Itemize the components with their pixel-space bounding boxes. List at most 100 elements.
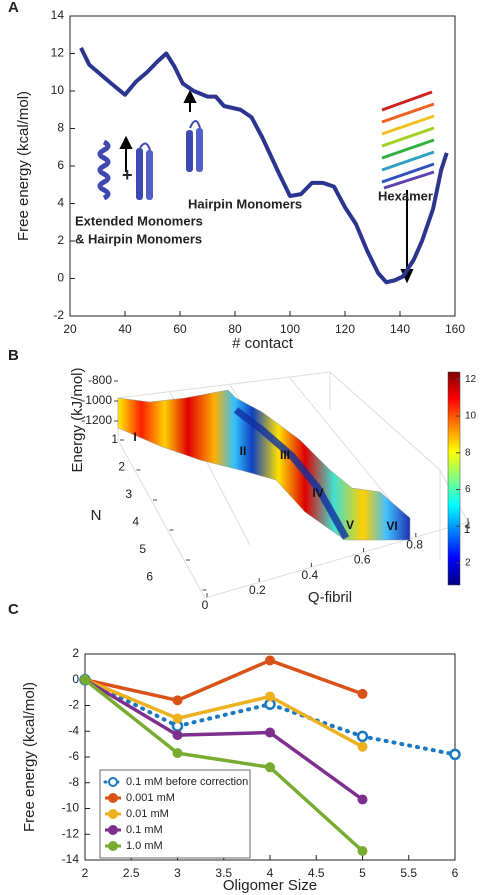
x-tick-label: 2 [82,866,89,880]
y-tick-label: 0 [57,271,64,285]
colorbar [447,371,461,586]
colorbar-tick-label: 4 [465,521,471,532]
legend-label: 0.1 mM [126,824,163,836]
series-line [84,678,364,749]
annotation: Hexamer [378,188,433,203]
n-axis-label: N [91,507,102,524]
x-tick-label: 6 [452,866,459,880]
data-point [357,845,368,856]
x-tick-label: 60 [173,322,187,336]
region-label: IV [312,486,323,500]
legend-label: 0.1 mM before correction [126,776,248,788]
q-tick-label: 0.4 [301,568,318,582]
annotation: & Hairpin Monomers [75,231,202,246]
y-tick-label: -4 [68,723,79,737]
y-tick-label: -8 [68,775,79,789]
colorbar-tick-label: 2 [465,558,471,569]
legend-label: 1.0 mM [126,840,163,852]
arrows [119,89,414,284]
hexamer-icon [381,90,435,190]
x-tick-label: 120 [335,322,355,336]
y-axis-label: Free energy (kcal/mol) [15,91,32,241]
region-label: II [240,444,247,458]
legend-marker [108,793,118,803]
x-tick-label: 4.5 [308,866,325,880]
n-tick-label: 5 [139,542,146,556]
annotation: Extended Monomers [75,213,203,228]
region-label: I [133,430,136,444]
data-point [172,730,183,741]
annotation: + [122,165,133,185]
y-tick-label: 14 [51,8,65,22]
protein-icons [97,120,203,201]
z-axis-label: Energy (kJ/mol) [69,367,86,472]
data-point [172,695,183,706]
y-tick-label: -14 [62,852,80,866]
data-point [357,688,368,699]
x-tick-label: 160 [445,322,465,336]
data-point [80,674,90,685]
data-point [265,727,275,738]
y-tick-label: -2 [68,698,79,712]
annotation: Hairpin Monomers [188,196,302,211]
n-tick-label: 3 [125,487,132,501]
x-tick-label: 5.5 [400,866,417,880]
q-tick-label: 0.2 [249,583,266,597]
n-tick-label: 2 [118,460,125,474]
z-tick-label: -1200 [81,413,112,427]
legend-marker [108,841,118,851]
legend-marker [108,809,118,819]
panel-label: B [8,347,19,364]
series-line [83,678,364,853]
x-tick-label: 20 [63,322,77,336]
series-line [84,678,364,801]
x-tick-label: 5 [359,866,366,880]
q-tick-label: 0 [202,598,209,612]
x-tick-label: 3.5 [215,866,232,880]
legend-marker [108,777,118,787]
data-point [172,748,183,759]
data-point [449,748,461,761]
y-tick-label: -10 [62,801,80,815]
y-tick-label: 10 [51,83,65,97]
q-tick-label: 1 [464,522,471,536]
colorbar-tick-label: 10 [465,411,477,422]
x-tick-label: 2.5 [123,866,140,880]
x-axis-label: # contact [232,335,294,352]
legend-box [99,769,251,859]
region-label: V [346,518,354,532]
energy-surface [117,389,411,541]
y-tick-label: 8 [57,121,64,135]
colorbar-tick-label: 8 [465,447,471,458]
legend-label: 0.001 mM [126,792,175,804]
z-tick-label: -800 [88,373,112,387]
y-tick-label: 12 [51,46,65,60]
y-tick-label: -2 [53,308,64,322]
y-tick-label: 2 [57,233,64,247]
y-axis-label: Free energy (kcal/mol) [21,682,38,832]
n-tick-label: 1 [111,432,118,446]
data-point [265,655,275,666]
x-tick-label: 80 [228,322,242,336]
legend-label: 0.01 mM [126,808,169,820]
colorbar-tick-label: 12 [465,374,477,385]
surface-channel [233,407,350,540]
y-tick-label: 4 [57,196,64,210]
data-point [265,762,275,773]
q-tick-label: 0.6 [354,553,371,567]
x-tick-label: 3 [174,866,181,880]
x-tick-label: 40 [118,322,132,336]
q-axis-label: Q-fibril [308,589,352,606]
series-line [79,46,449,285]
z-tick-label: -1000 [81,393,112,407]
data-point [356,730,369,743]
q-tick-label: 0.8 [406,537,423,551]
n-tick-label: 4 [132,515,139,529]
colorbar-tick-label: 6 [465,484,471,495]
x-axis-label: Oligomer Size [223,877,317,894]
y-tick-label: 6 [57,158,64,172]
x-tick-label: 140 [390,322,410,336]
series-line [84,658,364,703]
region-label: VI [386,519,397,533]
data-point [172,713,183,724]
